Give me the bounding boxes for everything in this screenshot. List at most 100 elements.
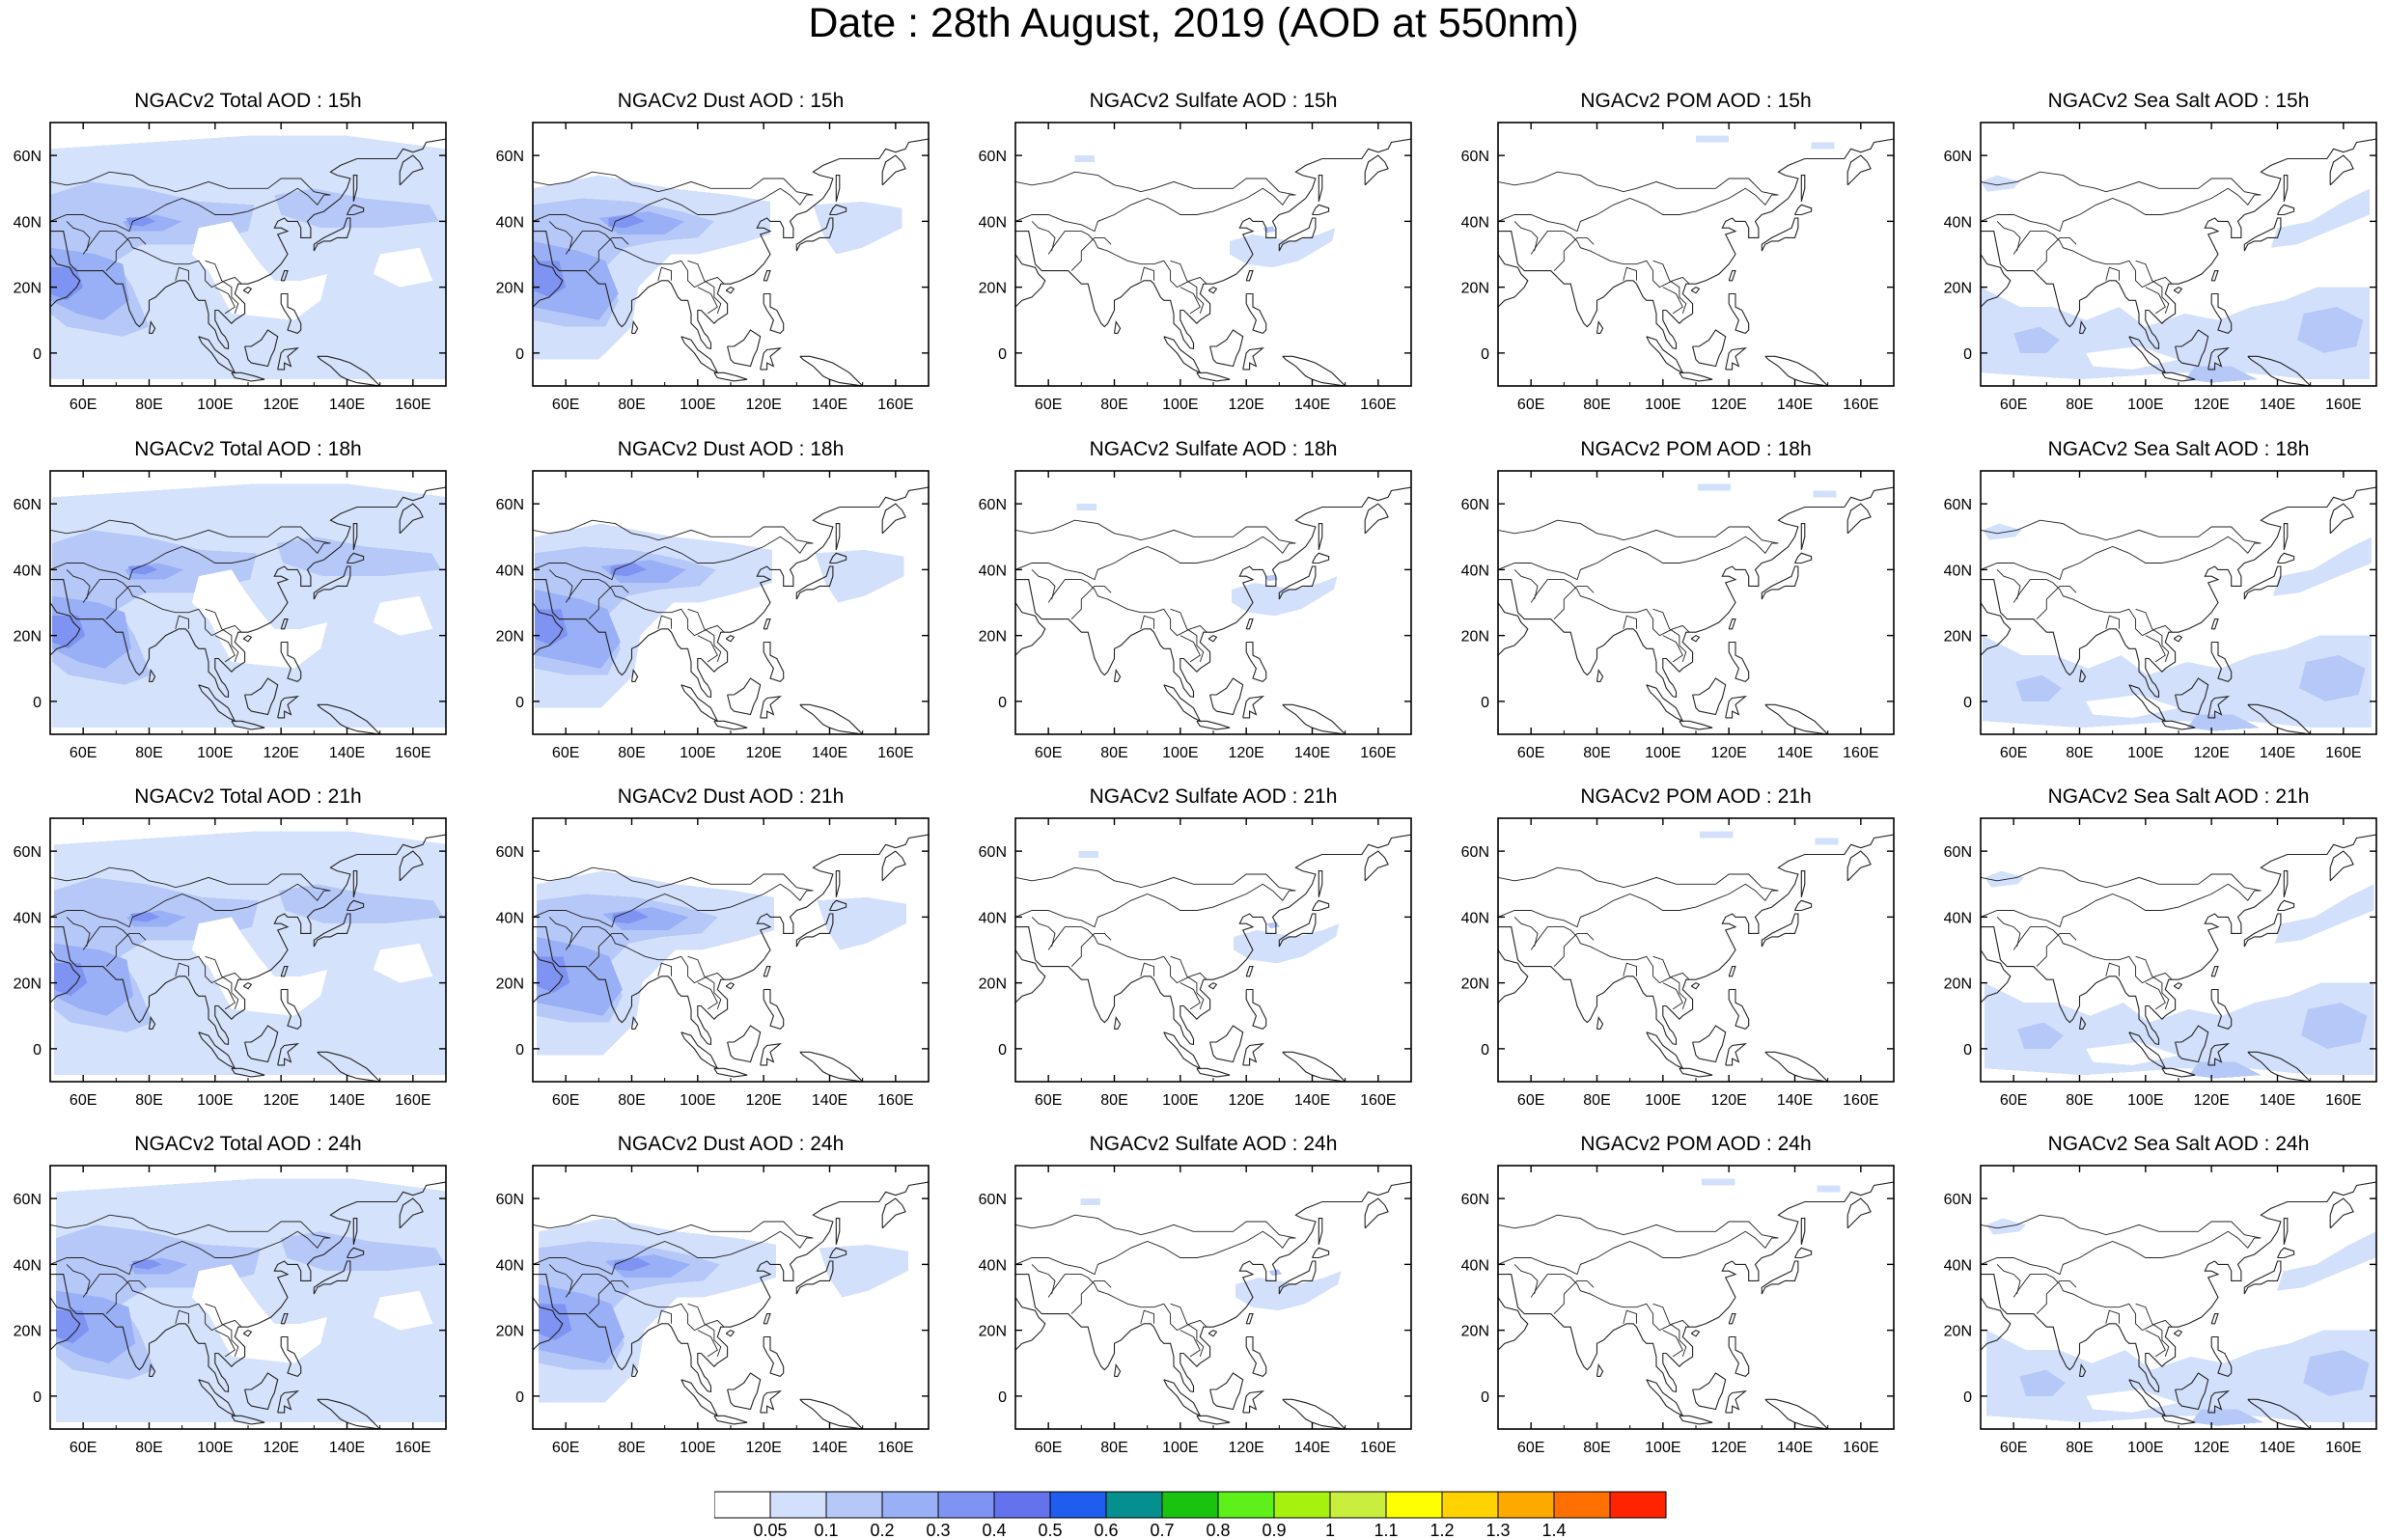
coastline <box>2283 870 2289 898</box>
aod-plume-light <box>2272 536 2373 596</box>
lon-tick-label: 120E <box>263 1440 298 1456</box>
country-border <box>2105 1309 2120 1324</box>
country-border <box>1652 608 1687 663</box>
colorbar-swatch <box>881 1491 939 1519</box>
coastline <box>109 486 446 699</box>
country-border <box>1513 221 1539 252</box>
aod-map-total-21h: 60E 80E 100E 120E 140E 160E 60N 40N 20N 0 <box>14 817 447 1109</box>
colorbar-swatch <box>993 1491 1051 1519</box>
lon-tick-label: 160E <box>1360 397 1396 413</box>
colorbar-swatch <box>1273 1491 1331 1519</box>
lon-tick-label: 100E <box>1645 1440 1680 1456</box>
lat-tick-label: 60N <box>979 1192 1007 1208</box>
aod-plume-heavy <box>610 563 648 577</box>
coastline <box>1981 1297 2012 1351</box>
coastline <box>2173 634 2183 643</box>
country-border <box>1498 883 1779 928</box>
coastline <box>2243 217 2282 252</box>
lon-tick-label: 160E <box>1843 1092 1878 1109</box>
coastline <box>2247 355 2312 386</box>
country-border <box>565 1274 725 1332</box>
coastline <box>1209 329 1244 368</box>
lat-tick-label: 40N <box>1461 910 1489 926</box>
aod-map-sea-salt-21h: 60E 80E 100E 120E 140E 160E 60N 40N 20N 0 <box>1944 817 2377 1109</box>
coastline <box>1981 254 2012 308</box>
lon-tick-label: 160E <box>1360 1440 1396 1456</box>
coastline <box>2128 1031 2167 1070</box>
country-border <box>1530 926 1690 984</box>
country-border <box>1498 1214 1779 1239</box>
lon-tick-label: 160E <box>2325 397 2361 413</box>
aod-plume-light <box>1698 483 1732 491</box>
colorbar-swatch <box>1553 1491 1611 1519</box>
lat-tick-label: 20N <box>14 976 42 993</box>
coastline <box>2210 270 2219 282</box>
lon-tick-label: 60E <box>69 397 97 413</box>
lon-tick-label: 100E <box>1645 397 1680 413</box>
coastline <box>1679 1415 1713 1425</box>
coastline <box>763 988 785 1031</box>
coastline <box>352 870 358 898</box>
lon-tick-label: 160E <box>877 745 913 761</box>
colorbar-label: 0.05 <box>753 1521 787 1537</box>
coastline <box>1245 988 1267 1031</box>
country-border <box>205 955 239 1010</box>
country-border <box>2135 955 2170 1010</box>
coastline <box>2040 1181 2376 1393</box>
country-border <box>205 1303 239 1358</box>
coastline <box>1761 217 1799 252</box>
lon-tick-label: 140E <box>329 1092 365 1109</box>
aod-plume-light <box>1074 155 1095 162</box>
aod-plume-mid <box>2191 1409 2264 1426</box>
panel-title: NGACv2 Sea Salt AOD : 21h <box>2047 785 2310 808</box>
lon-tick-label: 100E <box>680 1440 715 1456</box>
coastline <box>277 1390 300 1414</box>
country-border <box>687 260 722 315</box>
country-border <box>105 236 147 271</box>
aod-map-sulfate-24h: 60E 80E 100E 120E 140E 160E 60N 40N 20N 0 <box>979 1165 1412 1456</box>
coastline <box>2161 720 2196 730</box>
coastline <box>829 204 847 216</box>
lon-tick-label: 140E <box>329 1440 365 1456</box>
aod-plume-mid <box>2188 1061 2262 1079</box>
coastline <box>2210 1313 2219 1325</box>
country-border <box>2105 266 2120 281</box>
country-border <box>1031 221 1056 252</box>
coastline <box>347 204 365 216</box>
country-border <box>214 287 236 315</box>
aod-plume-light <box>1813 490 1837 498</box>
coastline <box>399 1197 424 1229</box>
coastline <box>1692 1025 1727 1063</box>
country-border <box>175 962 189 976</box>
coastline <box>280 966 289 977</box>
coastline <box>198 1031 236 1070</box>
coastline <box>2175 1025 2209 1063</box>
coastline <box>1074 834 1411 1046</box>
lon-tick-label: 80E <box>135 745 162 761</box>
coastline <box>1596 1362 1604 1377</box>
country-border <box>657 615 672 629</box>
country-border <box>1170 260 1205 315</box>
country-border <box>2012 231 2173 289</box>
coastline <box>763 270 771 282</box>
lon-tick-label: 120E <box>1710 1092 1746 1109</box>
country-border <box>82 926 242 984</box>
country-border <box>1553 932 1595 967</box>
figure-title: Date : 28th August, 2019 (AOD at 550nm) <box>808 0 1579 46</box>
coastline <box>231 720 265 730</box>
coastline <box>1207 286 1218 294</box>
coastline <box>533 1274 593 1321</box>
lon-tick-label: 60E <box>1517 397 1544 413</box>
country-border <box>82 231 242 289</box>
country-border <box>2135 608 2170 663</box>
lon-tick-label: 160E <box>1360 1092 1396 1109</box>
aod-plume-mid <box>2297 307 2364 353</box>
coastline <box>1113 319 1122 334</box>
country-border <box>1981 866 2262 892</box>
colorbar-label: 1.4 <box>1541 1521 1566 1537</box>
country-border <box>2135 260 2170 315</box>
coastline <box>244 677 279 716</box>
country-border <box>1530 231 1690 289</box>
aod-plume-light <box>1983 635 2373 729</box>
colorbar-label: 0.6 <box>1094 1521 1118 1537</box>
